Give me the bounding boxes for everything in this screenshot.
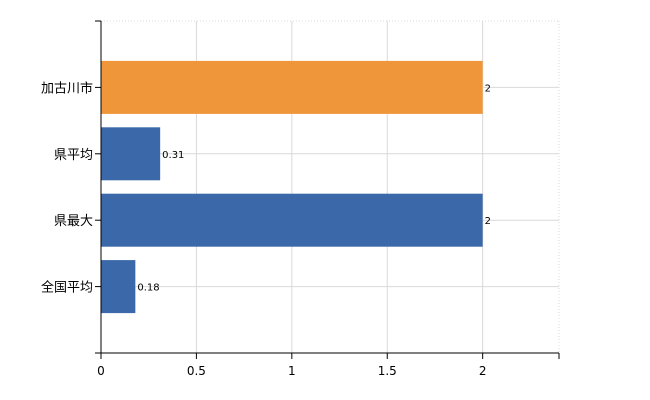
bars: [101, 60, 483, 314]
category-label: 県最大: [54, 214, 93, 229]
x-tick-label: 1: [288, 364, 296, 378]
bar-value-label: 0.18: [137, 283, 159, 294]
x-tick-label: 2: [479, 364, 487, 378]
category-label: 県平均: [54, 148, 93, 163]
bar-2: [101, 127, 161, 181]
x-tick-label: 0.5: [187, 364, 206, 378]
bar-1: [101, 60, 483, 114]
bar-value-label: 2: [485, 216, 491, 227]
bar-value-label: 0.31: [162, 150, 184, 161]
axes: [95, 20, 560, 359]
bar-value-label: 2: [485, 83, 491, 94]
bar-4: [101, 260, 136, 314]
x-tick-label: 1.5: [378, 364, 397, 378]
bar-3: [101, 193, 483, 247]
category-label: 全国平均: [41, 280, 93, 296]
x-tick-label: 0: [97, 364, 105, 378]
category-label: 加古川市: [41, 80, 93, 96]
